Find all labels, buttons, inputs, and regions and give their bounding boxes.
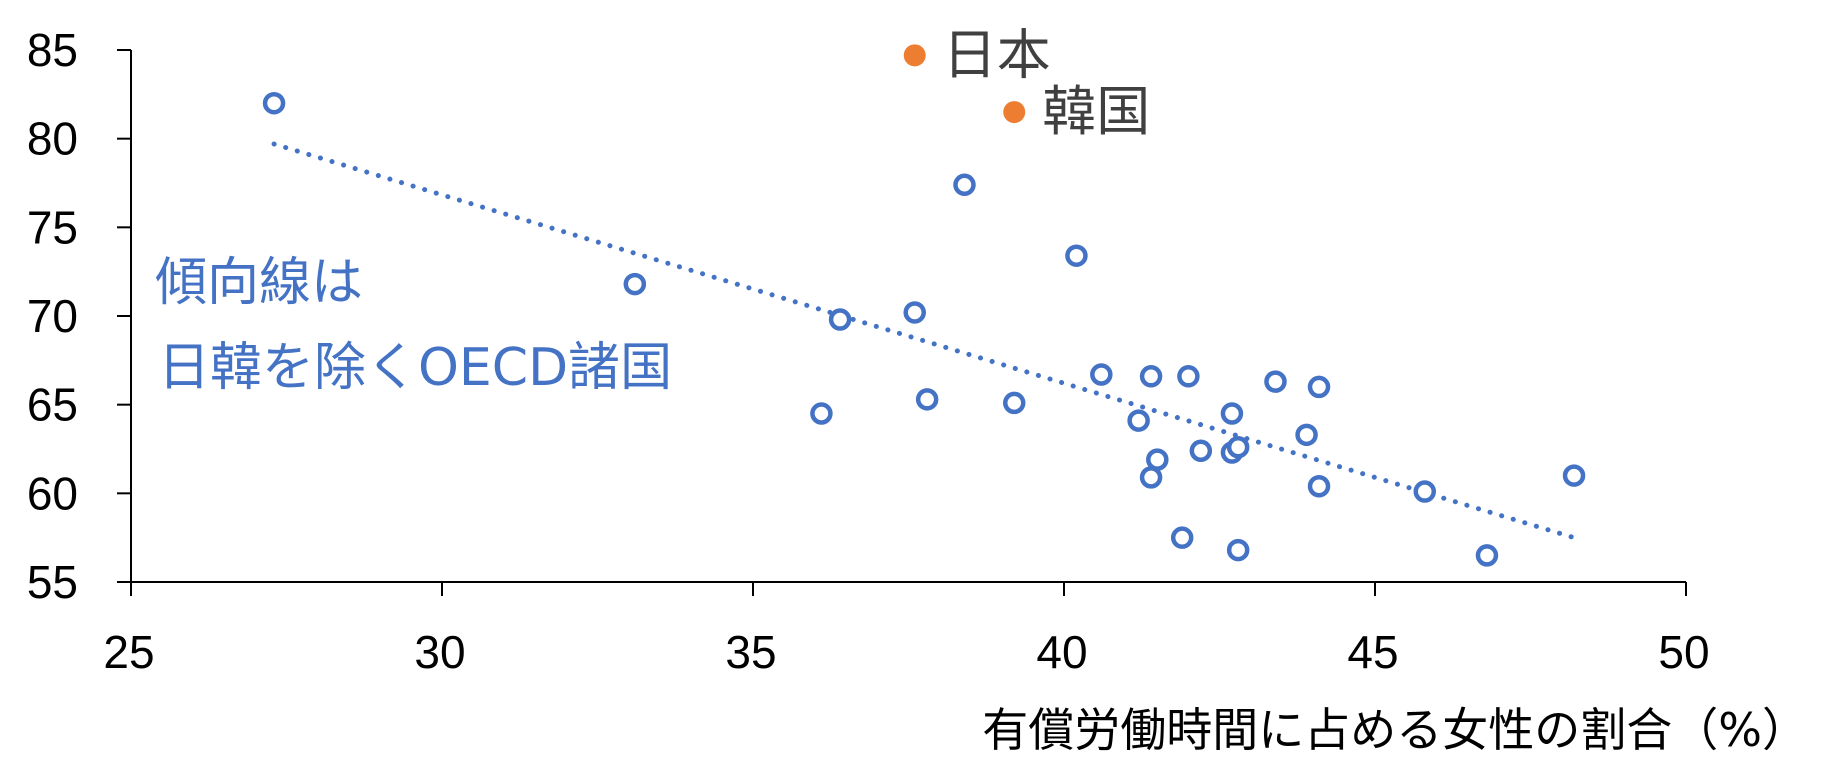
data-point	[262, 91, 286, 115]
y-tick-label: 85	[27, 24, 78, 76]
data-point	[1170, 526, 1194, 549]
data-point	[1562, 464, 1586, 487]
data-point	[1002, 391, 1026, 415]
data-point	[1139, 466, 1163, 489]
data-point	[1146, 448, 1169, 471]
data-point	[1226, 435, 1250, 459]
axes: 55 60 65 70 75 80 85 25 30 35 40 45 50	[27, 24, 1710, 678]
highlight-point-label: 韓国	[1042, 80, 1150, 143]
annotation-line-2: 日韓を除くOECD諸国	[158, 338, 672, 398]
data-point	[623, 272, 647, 296]
y-tick-label: 55	[27, 556, 78, 608]
x-axis-title: 有償労働時間に占める女性の割合（%）	[982, 703, 1808, 757]
data-point	[810, 402, 833, 425]
highlight-point	[1003, 101, 1026, 124]
data-point	[828, 308, 852, 331]
data-point	[1090, 363, 1113, 386]
data-point	[1127, 409, 1150, 432]
x-tick-label: 35	[725, 626, 776, 678]
data-point	[1295, 423, 1318, 447]
y-tick-label: 75	[27, 201, 78, 253]
data-point	[1226, 538, 1250, 562]
x-ticks: 25 30 35 40 45 50	[103, 582, 1710, 678]
highlight-point-label: 日本	[943, 23, 1051, 86]
data-point	[1264, 370, 1287, 393]
data-point	[1139, 365, 1163, 388]
data-point	[1413, 480, 1437, 503]
data-point	[1475, 544, 1499, 567]
annotation-line-1: 傾向線は	[155, 253, 363, 313]
x-tick-label: 25	[103, 626, 154, 678]
y-tick-label: 80	[27, 113, 78, 165]
data-point	[1065, 244, 1088, 267]
trendline	[271, 141, 1577, 541]
data-point	[1189, 439, 1213, 463]
data-point	[915, 388, 939, 411]
highlight-point	[903, 44, 926, 67]
x-tick-label: 50	[1658, 626, 1709, 678]
data-point	[953, 173, 976, 197]
data-point	[1177, 365, 1200, 388]
data-points	[262, 91, 1586, 567]
x-tick-label: 40	[1036, 626, 1087, 678]
x-tick-label: 30	[414, 626, 465, 678]
data-point	[1307, 474, 1331, 498]
data-point	[903, 301, 926, 324]
y-tick-label: 65	[27, 379, 78, 431]
y-tick-label: 60	[27, 467, 78, 519]
data-point	[1307, 375, 1331, 399]
x-tick-label: 45	[1347, 626, 1398, 678]
y-ticks: 55 60 65 70 75 80 85	[27, 24, 131, 608]
data-point	[1220, 402, 1244, 425]
y-tick-label: 70	[27, 290, 78, 342]
